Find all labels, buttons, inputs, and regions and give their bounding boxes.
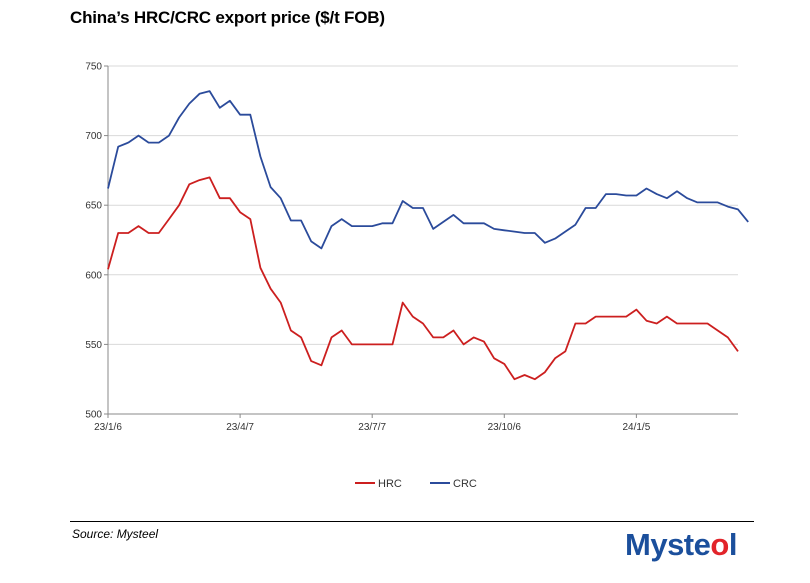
y-tick-label: 600 — [85, 270, 102, 281]
y-tick-label: 500 — [85, 410, 102, 421]
source-divider — [70, 521, 754, 522]
chart-title: China’s HRC/CRC export price ($/t FOB) — [70, 8, 385, 27]
x-tick-label: 23/1/6 — [94, 422, 122, 433]
legend-label-hrc: HRC — [378, 478, 402, 490]
series-line-crc — [107, 90, 749, 250]
x-tick-label: 23/4/7 — [226, 422, 254, 433]
legend-label-crc: CRC — [453, 478, 477, 490]
mysteel-logo: Mysteol — [625, 527, 737, 562]
series-line-hrc — [107, 176, 739, 381]
grid-lines — [108, 65, 738, 345]
y-tick-label: 650 — [85, 201, 102, 212]
line-chart: 500 550 600 650 700 750 23/1/6 23/4/7 23/7/7 23/1… — [85, 62, 749, 490]
x-tick-label: 23/7/7 — [358, 422, 386, 433]
series-lines — [107, 90, 749, 381]
x-tick-label: 23/10/6 — [488, 422, 522, 433]
x-tick-label: 24/1/5 — [622, 422, 650, 433]
y-tick-label: 750 — [85, 62, 102, 73]
y-tick-label: 550 — [85, 340, 102, 351]
axes: 500 550 600 650 700 750 23/1/6 23/4/7 23/7/7 23/1… — [85, 62, 738, 433]
source-note: Source: Mysteel — [72, 527, 159, 541]
legend: HRC CRC — [355, 478, 477, 490]
y-tick-label: 700 — [85, 131, 102, 142]
